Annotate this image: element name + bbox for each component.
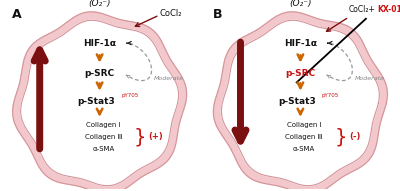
Text: (-): (-) [349, 132, 360, 141]
Text: Collagen I: Collagen I [287, 121, 322, 128]
Text: HIF-1α: HIF-1α [83, 39, 116, 48]
Text: Moderate: Moderate [355, 76, 385, 81]
Text: CoCl₂: CoCl₂ [160, 9, 182, 18]
Polygon shape [21, 20, 178, 186]
Text: α-SMA: α-SMA [92, 146, 114, 152]
Text: Collagen Ⅲ: Collagen Ⅲ [286, 134, 323, 140]
Text: KX-01: KX-01 [377, 5, 400, 14]
Text: Collagen I: Collagen I [86, 121, 121, 128]
Text: p-SRC: p-SRC [84, 69, 115, 78]
Text: A: A [12, 7, 21, 20]
Text: }: } [133, 127, 146, 146]
Text: p-SRC: p-SRC [285, 69, 316, 78]
Text: B: B [212, 7, 222, 20]
Polygon shape [213, 12, 387, 191]
Text: (O₂⁻): (O₂⁻) [88, 0, 111, 8]
Polygon shape [13, 12, 187, 191]
Text: HIF-1α: HIF-1α [284, 39, 317, 48]
Text: Collagen Ⅲ: Collagen Ⅲ [85, 134, 122, 140]
Text: CoCl₂+: CoCl₂+ [349, 5, 376, 14]
Polygon shape [35, 36, 164, 171]
Text: Moderate: Moderate [154, 76, 184, 81]
Text: p-Stat3: p-Stat3 [278, 97, 316, 106]
Text: }: } [334, 127, 346, 146]
Text: p-Stat3: p-Stat3 [77, 97, 115, 106]
Polygon shape [236, 36, 365, 171]
Text: pY705: pY705 [322, 93, 339, 98]
Text: (+): (+) [148, 132, 163, 141]
Text: (O₂⁻): (O₂⁻) [289, 0, 312, 8]
Text: α-SMA: α-SMA [293, 146, 315, 152]
Polygon shape [222, 20, 379, 186]
Text: pY705: pY705 [121, 93, 138, 98]
